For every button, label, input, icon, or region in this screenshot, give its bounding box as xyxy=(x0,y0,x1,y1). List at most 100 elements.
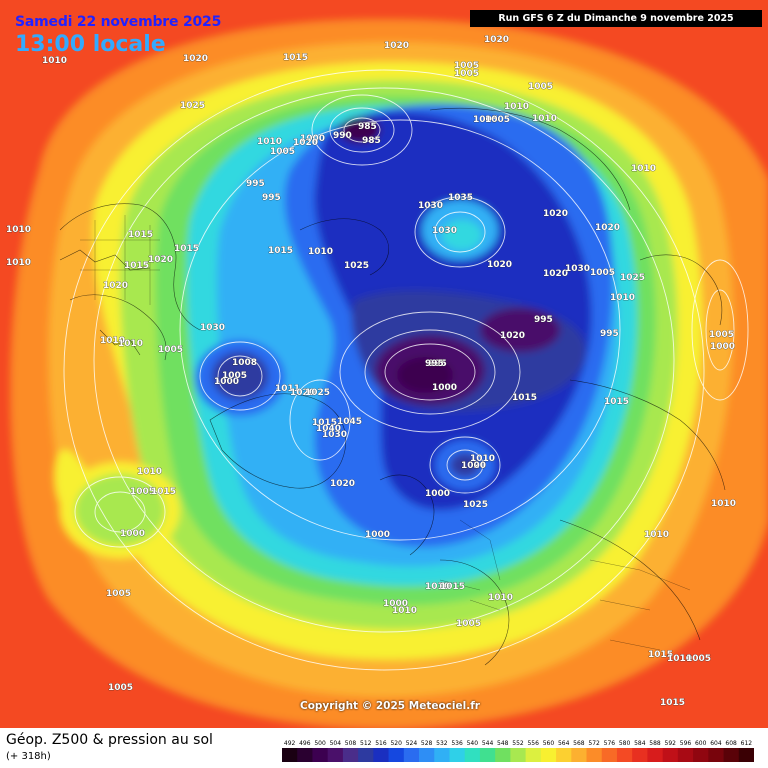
legend-value: 584 xyxy=(634,740,646,747)
pressure-label: 995 xyxy=(246,179,265,189)
pressure-label: 1030 xyxy=(565,264,590,274)
legend-value: 548 xyxy=(497,740,509,747)
pressure-label: 995 xyxy=(600,329,619,339)
pressure-label: 1025 xyxy=(344,261,369,271)
pressure-label: 1010 xyxy=(100,336,125,346)
legend-value: 508 xyxy=(345,740,357,747)
pressure-label: 1010 xyxy=(42,56,67,66)
legend-swatch xyxy=(738,748,754,762)
legend-value: 612 xyxy=(741,740,753,747)
legend-swatch xyxy=(464,748,481,762)
legend-value: 568 xyxy=(573,740,585,747)
pressure-label: 1015 xyxy=(604,397,629,407)
legend-value: 588 xyxy=(649,740,661,747)
pressure-label: 1020 xyxy=(487,260,512,270)
deep-purple-core-1 xyxy=(397,357,453,393)
pressure-label: 1010 xyxy=(532,114,557,124)
legend-swatch xyxy=(708,748,724,762)
pressure-label: 1005 xyxy=(528,82,553,92)
legend-value: 604 xyxy=(710,740,722,747)
legend-swatch xyxy=(662,748,679,762)
legend-value: 556 xyxy=(527,740,539,747)
legend-value: 492 xyxy=(284,740,296,747)
pressure-label: 1045 xyxy=(337,417,362,427)
pressure-label: 1020 xyxy=(543,209,568,219)
pressure-label: 1015 xyxy=(151,487,176,497)
pressure-label: 1020 xyxy=(183,54,208,64)
pressure-label: 1015 xyxy=(124,261,149,271)
pressure-label: 1005 xyxy=(130,487,155,497)
pressure-label: 1020 xyxy=(293,138,318,148)
legend-swatch xyxy=(434,748,450,762)
legend-swatch xyxy=(403,748,420,762)
legend-value: 600 xyxy=(695,740,707,747)
legend-swatch xyxy=(388,748,405,762)
pressure-label: 1030 xyxy=(322,430,347,440)
legend-swatch xyxy=(540,748,557,762)
forecast-offset: (+ 318h) xyxy=(6,751,51,762)
cyan-pocket-1 xyxy=(442,220,482,250)
legend-value: 512 xyxy=(360,740,372,747)
pressure-label: 985 xyxy=(358,122,377,132)
pressure-label: 1010 xyxy=(504,102,529,112)
pressure-label: 1008 xyxy=(232,358,257,368)
pressure-label: 985 xyxy=(362,136,381,146)
pressure-label: 1015 xyxy=(440,582,465,592)
pressure-label: 1005 xyxy=(473,115,498,125)
legend-swatch xyxy=(479,748,496,762)
pressure-label: 1005 xyxy=(222,371,247,381)
coastlines xyxy=(59,107,726,666)
legend-value: 544 xyxy=(482,740,494,747)
pressure-label: 1000 xyxy=(214,377,239,387)
run-info: Run GFS 6 Z du Dimanche 9 novembre 2025 xyxy=(470,10,762,27)
pressure-label: 1010 xyxy=(711,499,736,509)
pressure-label: 1005 xyxy=(108,683,133,693)
legend-swatch xyxy=(556,748,572,762)
pressure-label: 1005 xyxy=(158,345,183,355)
legend-value: 540 xyxy=(467,740,479,747)
legend-value: 500 xyxy=(314,740,326,747)
legend-value: 504 xyxy=(330,740,342,747)
pressure-label: 1000 xyxy=(710,342,735,352)
legend-value: 552 xyxy=(512,740,524,747)
pressure-label: 1010 xyxy=(392,606,417,616)
pressure-label: 1010 xyxy=(488,593,513,603)
isobars xyxy=(63,69,749,671)
forecast-time: 13:00 locale xyxy=(15,32,166,57)
pressure-label: 1015 xyxy=(268,246,293,256)
legend-swatch xyxy=(632,748,648,762)
legend-value: 576 xyxy=(604,740,616,747)
country-borders xyxy=(80,215,691,651)
pressure-label: 1030 xyxy=(418,201,443,211)
pressure-label: 1025 xyxy=(180,101,205,111)
purple-zone-2 xyxy=(480,308,560,352)
pressure-label: 1010 xyxy=(308,247,333,257)
pressure-label: 995 xyxy=(428,359,447,369)
pressure-label: 1020 xyxy=(461,461,486,471)
pressure-label: 1025 xyxy=(620,273,645,283)
legend-value: 580 xyxy=(619,740,631,747)
pressure-label: 1005 xyxy=(454,61,479,71)
pressure-label: 1010 xyxy=(137,467,162,477)
pressure-label: 990 xyxy=(333,131,352,141)
legend-swatch xyxy=(419,748,435,762)
pressure-label: 1010 xyxy=(6,258,31,268)
pressure-label: 1010 xyxy=(425,582,450,592)
pressure-label: 1011 xyxy=(275,384,300,394)
pressure-map: 1010 1020 10151020102510101005995995100098… xyxy=(0,0,768,728)
legend-swatch xyxy=(282,748,298,762)
pressure-label: 1000 xyxy=(383,599,408,609)
pressure-label: 1020 xyxy=(103,281,128,291)
pressure-label: 995 xyxy=(534,315,553,325)
pressure-label: 1015 xyxy=(312,418,337,428)
pressure-label: 1020 xyxy=(148,255,173,265)
pressure-label: 1015 xyxy=(128,230,153,240)
legend-swatch xyxy=(571,748,587,762)
legend-value: 560 xyxy=(543,740,555,747)
legend-swatch xyxy=(677,748,694,762)
pressure-label: 1000 xyxy=(120,529,145,539)
pressure-label: 1020 xyxy=(330,479,355,489)
pressure-label: 1025 xyxy=(463,500,488,510)
legend-value: 520 xyxy=(390,740,402,747)
